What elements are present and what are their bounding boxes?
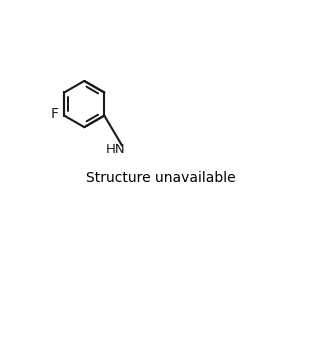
- Text: F: F: [51, 107, 58, 121]
- Text: HN: HN: [106, 143, 126, 156]
- Text: Structure unavailable: Structure unavailable: [86, 171, 236, 185]
